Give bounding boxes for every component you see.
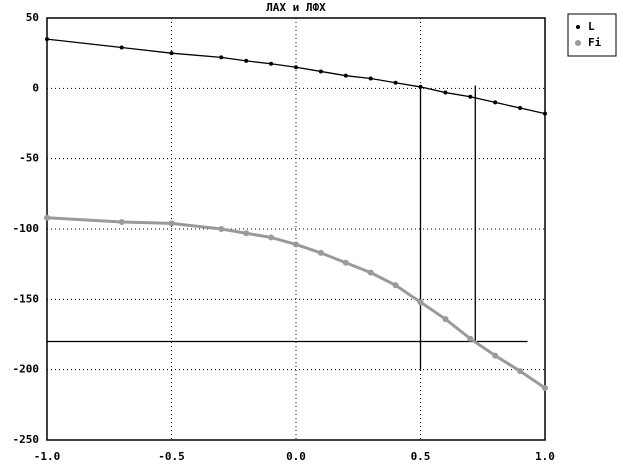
y-tick-label: -250 <box>13 433 40 446</box>
data-point <box>392 282 399 289</box>
data-point <box>543 111 547 116</box>
legend-label: L <box>588 20 595 33</box>
data-point <box>342 259 349 266</box>
data-point <box>119 45 124 50</box>
x-tick-label: 1.0 <box>535 450 555 463</box>
data-point <box>493 100 498 105</box>
legend-marker <box>575 40 581 46</box>
data-point <box>492 352 499 359</box>
x-tick-label: 0.5 <box>411 450 431 463</box>
data-point <box>517 368 524 375</box>
x-tick-label: -0.5 <box>158 450 185 463</box>
y-tick-label: 0 <box>32 81 39 94</box>
legend-marker <box>576 25 580 29</box>
data-point <box>218 226 225 232</box>
data-point <box>343 73 348 78</box>
data-point <box>467 335 474 342</box>
data-point <box>169 51 174 56</box>
chart-title: ЛАХ и ЛФХ <box>266 1 326 14</box>
legend-box <box>567 13 617 57</box>
y-tick-label: -100 <box>13 222 40 235</box>
y-tick-label: -200 <box>13 363 40 376</box>
x-tick-label: 0.0 <box>286 450 306 463</box>
x-tick-label: -1.0 <box>34 450 61 463</box>
y-tick-label: -50 <box>19 152 39 165</box>
data-point <box>168 220 175 227</box>
data-point <box>418 84 423 89</box>
data-point <box>468 94 473 99</box>
data-point <box>294 65 298 70</box>
data-point <box>44 214 50 221</box>
data-point <box>368 76 373 81</box>
data-point <box>293 241 299 248</box>
y-tick-label: 50 <box>26 11 39 24</box>
data-point <box>219 55 224 60</box>
data-point <box>393 80 398 85</box>
data-point <box>542 384 548 391</box>
data-point <box>518 106 523 111</box>
data-point <box>244 58 249 63</box>
legend-label: Fi <box>588 36 602 49</box>
data-point <box>45 37 49 42</box>
data-point <box>318 69 323 74</box>
data-point <box>317 249 324 256</box>
y-tick-label: -150 <box>13 292 40 305</box>
data-point <box>243 230 250 237</box>
data-point <box>118 218 125 225</box>
data-point <box>442 316 449 323</box>
data-point <box>268 234 275 241</box>
data-point <box>417 299 424 306</box>
data-point <box>367 269 374 276</box>
data-point <box>269 61 274 66</box>
data-point <box>443 90 448 95</box>
